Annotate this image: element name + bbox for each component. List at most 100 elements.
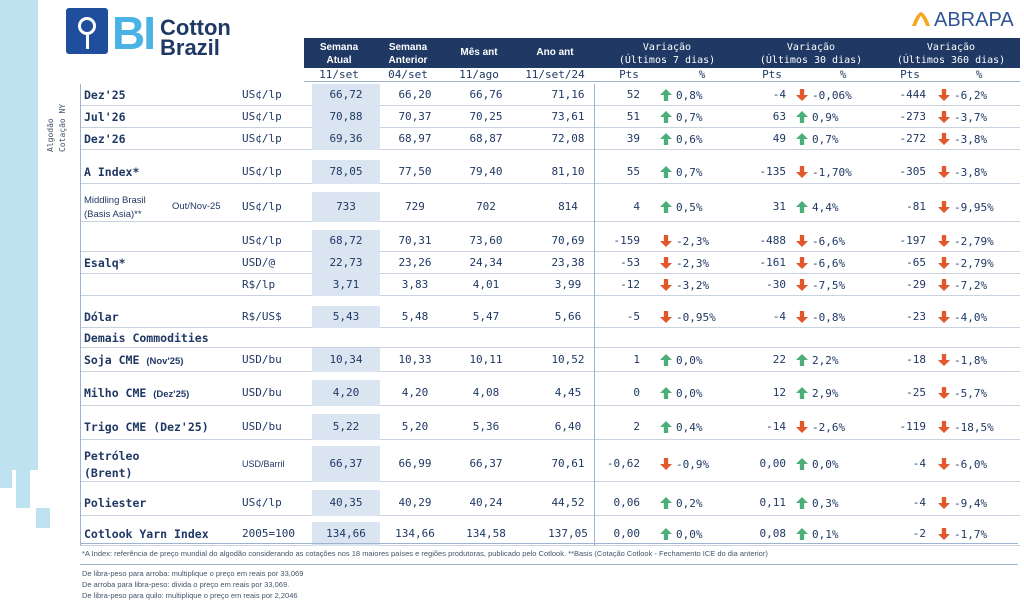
arrow-down-icon — [938, 497, 950, 509]
subheader-pts: Pts — [882, 68, 938, 82]
points-cell: -4 — [772, 88, 786, 101]
percent-text: -3,8% — [954, 165, 988, 179]
logo-cotton: Cotton — [160, 15, 231, 40]
value-cell: 70,88 — [312, 106, 380, 128]
percent-text: 0,0% — [812, 457, 839, 471]
value-cell: 3,71 — [312, 274, 380, 296]
points-cell: -23 — [906, 310, 926, 323]
percent-text: 0,4% — [676, 420, 703, 434]
footnote-conversion-2: De arroba para libra-peso: divida o preç… — [82, 580, 290, 589]
value-cell: 10,34 — [312, 348, 380, 372]
table-row: Trigo CME (Dez'25) USD/bu 5,22 5,20 5,36 6,40… — [80, 414, 1020, 440]
points-cell: -159 — [613, 234, 641, 247]
arrow-down-icon — [796, 89, 808, 101]
header-ano-ant: Ano ant — [516, 38, 594, 68]
side-label-line2: Cotação NY — [58, 103, 67, 152]
logo-text: Cotton Brazil — [160, 15, 231, 59]
value-cell: 72,08 — [551, 132, 585, 145]
row-label: Jul'26 — [84, 106, 126, 128]
row-unit: US¢/lp — [242, 88, 282, 101]
row-label: Middling Brasil (Basis Asia)** — [84, 194, 146, 222]
header-text: Atual — [326, 55, 352, 66]
percent-cell: -2,79% — [938, 252, 1002, 274]
percent-text: -9,95% — [954, 200, 994, 214]
table-row: Petróleo (Brent) USD/Barril 66,37 66,99 66,37… — [80, 446, 1020, 482]
row-label: Dólar — [84, 306, 119, 328]
column-divider — [594, 84, 595, 546]
points-cell: -25 — [906, 386, 926, 399]
percent-cell: -2,3% — [660, 230, 722, 252]
value-cell: 40,35 — [312, 490, 380, 516]
percent-text: -18,5% — [954, 420, 994, 434]
percent-cell: 0,7% — [796, 128, 860, 150]
arrow-up-icon — [796, 111, 808, 123]
value-cell: 5,36 — [472, 420, 500, 433]
value-cell: 23,26 — [398, 256, 432, 269]
percent-cell: -2,3% — [660, 252, 722, 274]
row-label-text: Esalq* — [84, 256, 126, 270]
value-cell: 78,05 — [312, 160, 380, 184]
side-label: Algodão Cotação NY — [44, 92, 80, 152]
row-label-text: Poliester — [84, 496, 147, 510]
points-cell: 22 — [772, 353, 786, 366]
percent-cell: 0,1% — [796, 522, 860, 546]
value-cell: 4,08 — [472, 386, 500, 399]
percent-cell: 0,7% — [660, 106, 722, 128]
row-unit: 2005=100 — [242, 527, 295, 540]
footnote-a-index: *A Index: referência de preço mundial do… — [82, 549, 768, 558]
value-cell: 70,25 — [469, 110, 503, 123]
subheader-pts: Pts — [740, 68, 804, 82]
percent-text: -6,6% — [812, 256, 846, 270]
value-cell: 70,69 — [551, 234, 585, 247]
arrow-up-icon — [660, 89, 672, 101]
row-label-line1: Petróleo — [84, 449, 140, 463]
percent-cell: -4,0% — [938, 306, 1002, 328]
row-label-text: Milho CME — [84, 386, 147, 400]
percent-cell: 0,7% — [660, 160, 722, 184]
arrow-up-icon — [660, 201, 672, 213]
points-cell: -444 — [899, 88, 927, 101]
value-cell: 733 — [312, 192, 380, 222]
value-cell: 66,72 — [312, 84, 380, 106]
row-label: Milho CME (Dez'25) — [84, 380, 189, 408]
value-cell: 6,40 — [554, 420, 582, 433]
percent-text: 0,2% — [676, 496, 703, 510]
percent-text: -7,5% — [812, 278, 846, 292]
value-cell: 134,66 — [312, 522, 380, 546]
value-cell: 22,73 — [312, 252, 380, 274]
percent-cell: -9,4% — [938, 490, 1002, 516]
table-row: Dólar R$/US$ 5,43 5,48 5,47 5,66 -5 -0,95% -4 -0,… — [80, 306, 1020, 328]
header-text: Mês ant — [460, 47, 498, 58]
arrow-down-icon — [938, 528, 950, 540]
points-cell: -161 — [759, 256, 787, 269]
value-cell: 3,99 — [554, 278, 582, 291]
percent-cell: -3,8% — [938, 160, 1002, 184]
percent-cell: -0,95% — [660, 306, 722, 328]
header-text: Semana — [388, 42, 428, 53]
points-cell: -273 — [899, 110, 927, 123]
points-cell: 0,00 — [759, 457, 787, 470]
value-cell: 137,05 — [548, 527, 588, 540]
value-cell: 5,20 — [401, 420, 429, 433]
arrow-up-icon — [660, 421, 672, 433]
percent-cell: -3,2% — [660, 274, 722, 296]
points-cell: -29 — [906, 278, 926, 291]
row-unit: USD/bu — [242, 420, 282, 433]
percent-cell: 0,0% — [660, 348, 722, 372]
points-cell: -12 — [620, 278, 640, 291]
row-label: Esalq* — [84, 252, 126, 274]
points-cell: 0,11 — [759, 496, 787, 509]
points-cell: -4 — [912, 496, 926, 509]
row-label-text: Jul'26 — [84, 110, 126, 124]
percent-text: -3,7% — [954, 110, 988, 124]
row-unit: US¢/lp — [242, 110, 282, 123]
percent-cell: -0,8% — [796, 306, 860, 328]
percent-text: 0,5% — [676, 200, 703, 214]
row-label: Poliester — [84, 490, 146, 516]
percent-cell: 0,0% — [660, 522, 722, 546]
points-cell: 39 — [626, 132, 640, 145]
percent-cell: 2,9% — [796, 380, 860, 406]
percent-text: -9,4% — [954, 496, 988, 510]
footnote-conversion-1: De libra-peso para arroba: multiplique o… — [82, 569, 304, 578]
row-label: Petróleo (Brent) — [84, 448, 139, 482]
